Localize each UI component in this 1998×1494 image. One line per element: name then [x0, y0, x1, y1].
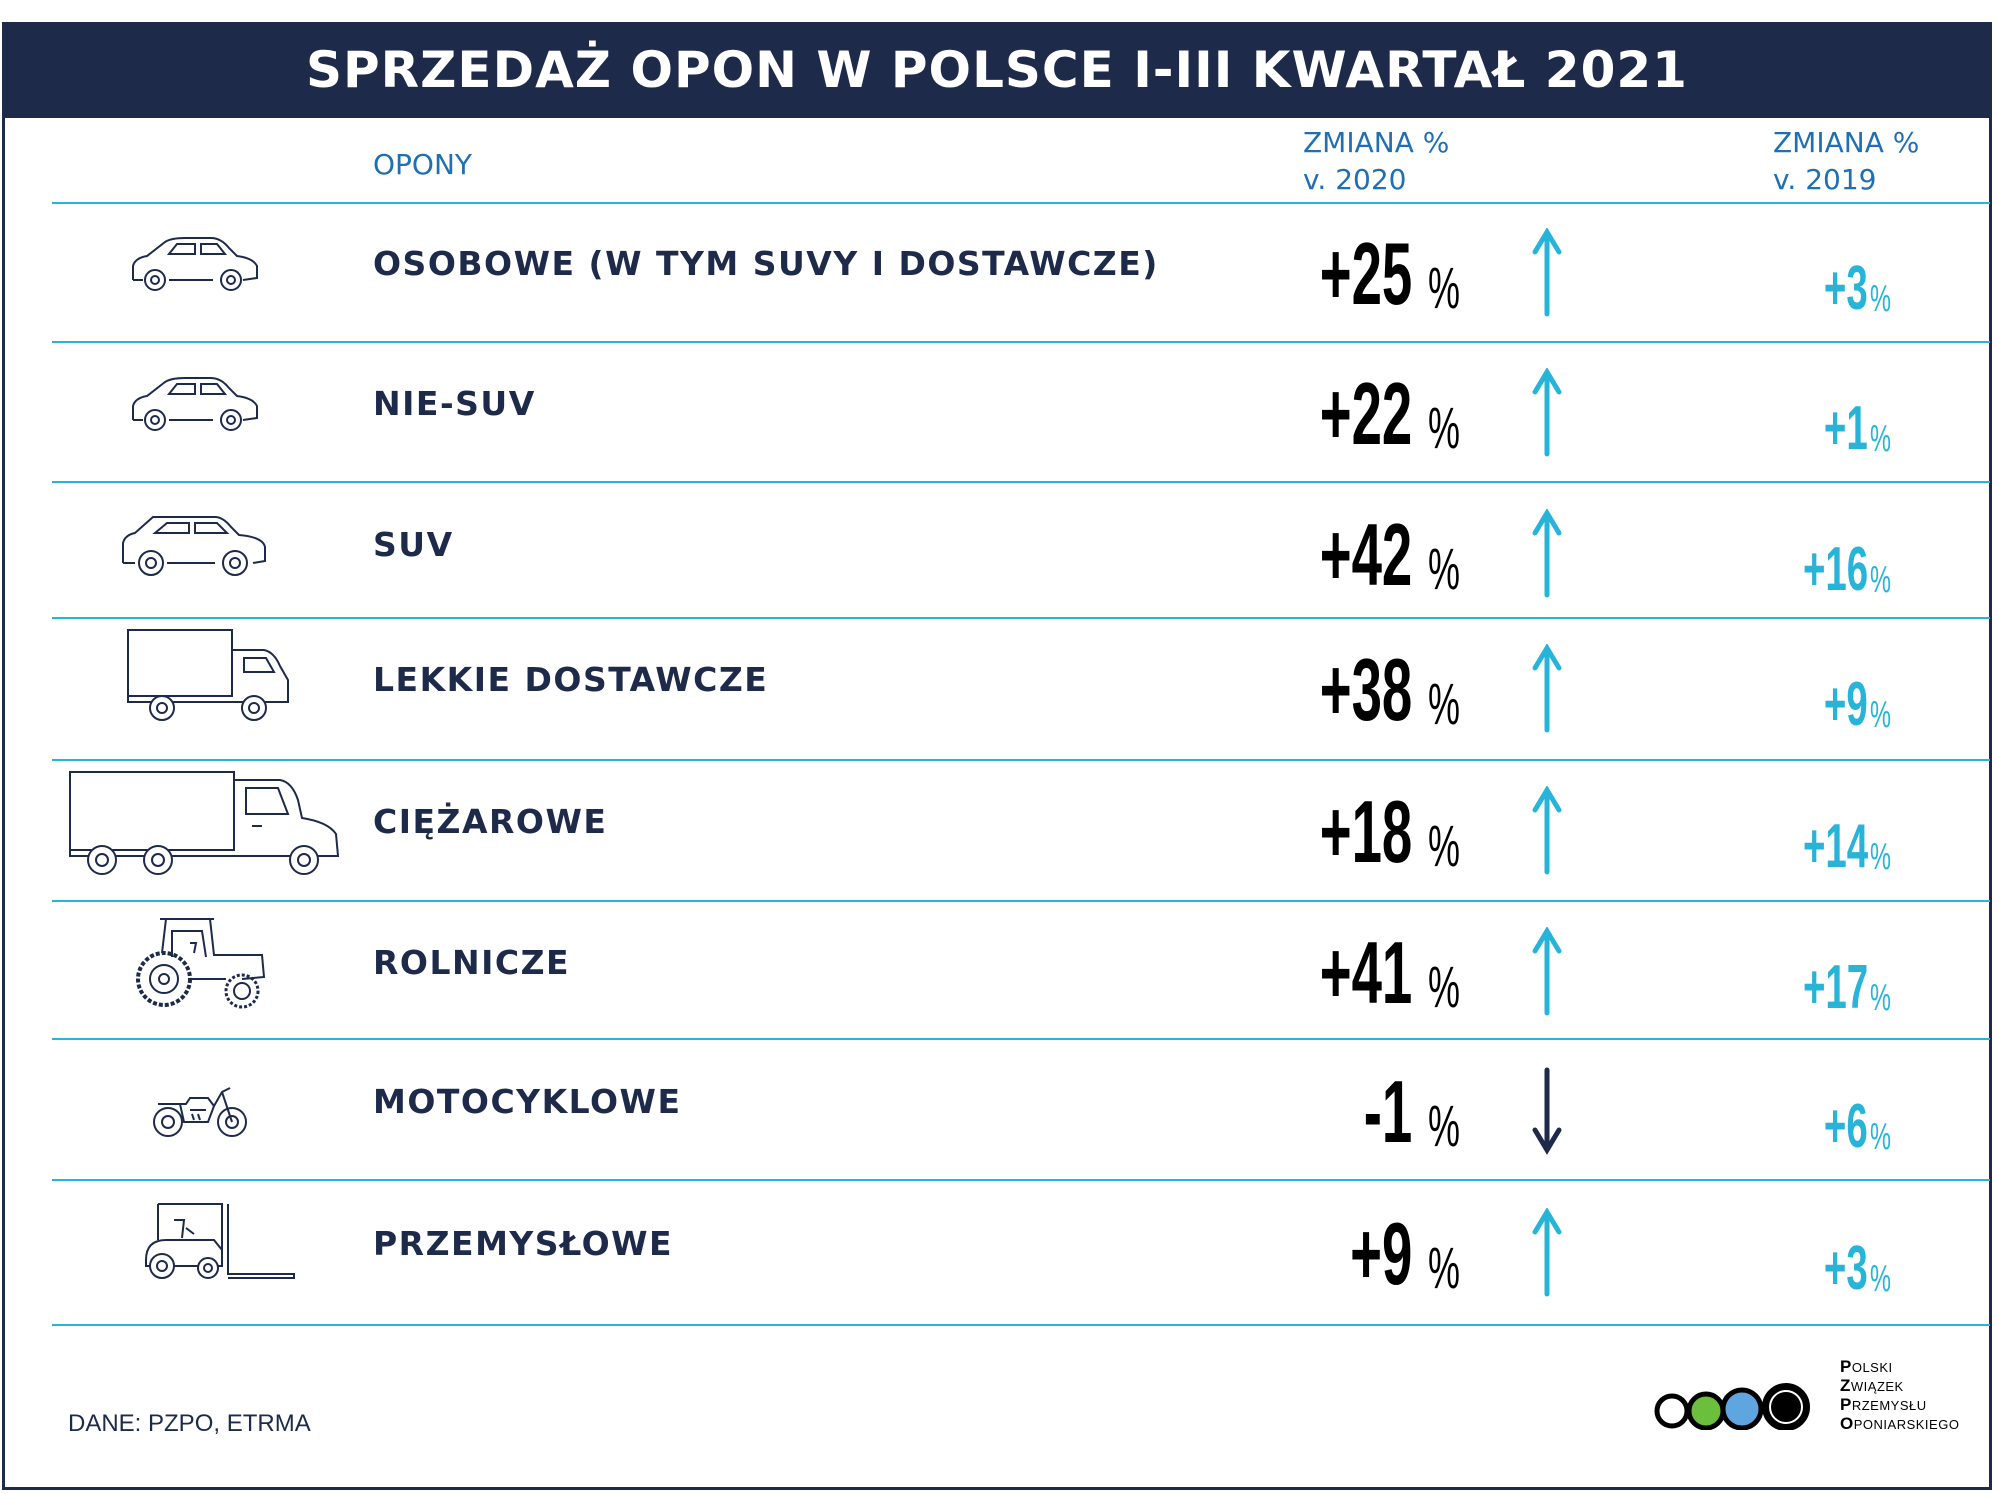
value-vs-2019: +3: [1824, 1234, 1868, 1303]
arrow-up-icon: [1532, 228, 1562, 317]
suv-icon: [115, 505, 275, 589]
row-divider: [52, 341, 1990, 343]
van-icon: [124, 626, 304, 730]
row-divider: [52, 759, 1990, 761]
percent-sign: %: [1428, 814, 1460, 879]
value-vs-2019: +17: [1802, 953, 1868, 1022]
header-tyres: OPONY: [373, 148, 473, 181]
value-vs-2019: +14: [1802, 812, 1868, 881]
row-label: NIE-SUV: [373, 384, 536, 423]
title-bar: SPRZEDAŻ OPON W POLSCE I-III KWARTAŁ 202…: [2, 22, 1992, 118]
value-vs-2019: +9: [1824, 670, 1868, 739]
row-divider: [52, 202, 1990, 204]
value-vs-2020: +18: [1319, 782, 1412, 881]
percent-sign: %: [1870, 977, 1891, 1019]
row-label: ROLNICZE: [373, 943, 571, 982]
percent-sign: %: [1428, 672, 1460, 737]
row-label: PRZEMYSŁOWE: [373, 1224, 674, 1263]
row-divider: [52, 1179, 1990, 1181]
table-row: SUV +42% +16%: [0, 483, 1998, 619]
value-vs-2020: +25: [1319, 224, 1412, 323]
percent-sign: %: [1870, 694, 1891, 736]
percent-sign: %: [1428, 1236, 1460, 1301]
percent-sign: %: [1870, 559, 1891, 601]
row-label: OSOBOWE (W TYM SUVY I DOSTAWCZE): [373, 244, 1159, 283]
value-vs-2019: +3: [1824, 254, 1868, 323]
percent-sign: %: [1428, 256, 1460, 321]
percent-sign: %: [1428, 1094, 1460, 1159]
value-vs-2020: -1: [1363, 1062, 1412, 1161]
truck-icon: [66, 768, 346, 882]
header-2020-line2: v. 2020: [1303, 163, 1407, 196]
header-2019-line2: v. 2019: [1773, 163, 1877, 196]
value-vs-2019: +1: [1824, 394, 1868, 463]
row-label: LEKKIE DOSTAWCZE: [373, 660, 769, 699]
pzpo-logo-icon: [1654, 1383, 1810, 1430]
table-row: PRZEMYSŁOWE +9% +3%: [0, 1182, 1998, 1327]
percent-sign: %: [1870, 1258, 1891, 1300]
header-2020-line1: ZMIANA %: [1303, 126, 1450, 159]
arrow-up-icon: [1532, 1208, 1562, 1297]
table-row: OSOBOWE (W TYM SUVY I DOSTAWCZE) +25% +3%: [0, 202, 1998, 341]
header-2019-line1: ZMIANA %: [1773, 126, 1920, 159]
percent-sign: %: [1870, 418, 1891, 460]
forklift-icon: [138, 1200, 298, 1294]
percent-sign: %: [1428, 396, 1460, 461]
pzpo-logo-text: POLSKI ZWIĄZEK PRZEMYSŁU OPONIARSKIEGO: [1840, 1357, 1960, 1433]
percent-sign: %: [1870, 836, 1891, 878]
table-row: MOTOCYKLOWE -1% +6%: [0, 1040, 1998, 1181]
value-vs-2020: +22: [1319, 364, 1412, 463]
value-vs-2020: +42: [1319, 505, 1412, 604]
row-label: CIĘŻAROWE: [373, 802, 608, 841]
percent-sign: %: [1870, 278, 1891, 320]
value-vs-2019: +16: [1802, 535, 1868, 604]
arrow-up-icon: [1532, 927, 1562, 1016]
car-icon: [125, 370, 265, 444]
row-divider: [52, 481, 1990, 483]
arrow-up-icon: [1532, 509, 1562, 598]
row-divider: [52, 900, 1990, 902]
car-icon: [125, 230, 265, 304]
arrow-down-icon: [1532, 1067, 1562, 1155]
row-divider: [52, 617, 1990, 619]
row-label: MOTOCYKLOWE: [373, 1082, 682, 1121]
table-row: ROLNICZE +41% +17%: [0, 901, 1998, 1039]
arrow-up-icon: [1532, 368, 1562, 457]
table-row: CIĘŻAROWE +18% +14%: [0, 760, 1998, 901]
motorcycle-icon: [150, 1078, 250, 1146]
tractor-icon: [132, 913, 272, 1017]
value-vs-2020: +9: [1349, 1204, 1412, 1303]
table-row: NIE-SUV +22% +1%: [0, 342, 1998, 482]
value-vs-2020: +41: [1319, 923, 1412, 1022]
row-divider: [52, 1324, 1990, 1326]
value-vs-2019: +6: [1824, 1092, 1868, 1161]
percent-sign: %: [1428, 955, 1460, 1020]
arrow-up-icon: [1532, 786, 1562, 875]
row-label: SUV: [373, 525, 454, 564]
row-divider: [52, 1038, 1990, 1040]
table-row: LEKKIE DOSTAWCZE +38% +9%: [0, 618, 1998, 760]
source-note: DANE: PZPO, ETRMA: [68, 1410, 311, 1437]
value-vs-2020: +38: [1319, 640, 1412, 739]
arrow-up-icon: [1532, 644, 1562, 733]
percent-sign: %: [1428, 537, 1460, 602]
page-title: SPRZEDAŻ OPON W POLSCE I-III KWARTAŁ 202…: [306, 41, 1688, 99]
percent-sign: %: [1870, 1116, 1891, 1158]
